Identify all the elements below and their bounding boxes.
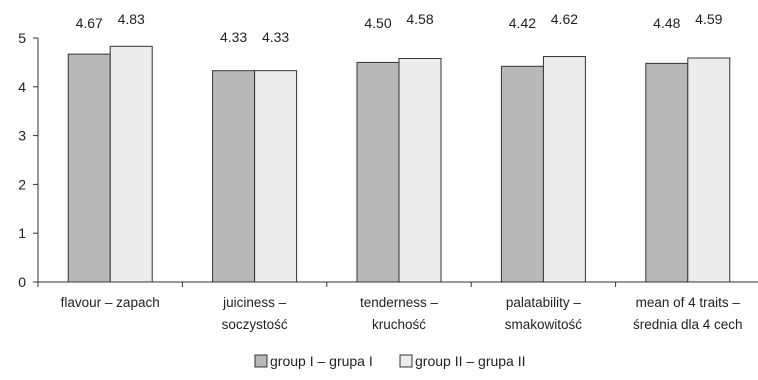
legend-label: group II – grupa II	[415, 353, 526, 369]
category-label: średnia dla 4 cech	[633, 317, 743, 332]
data-label: 4.67	[76, 15, 103, 31]
y-tick-label: 3	[18, 128, 26, 144]
category-label: juiciness –	[222, 295, 287, 310]
y-tick-label: 0	[18, 274, 26, 290]
bar-group-1	[645, 62, 689, 283]
y-tick-label: 5	[18, 30, 26, 46]
data-label: 4.83	[118, 11, 145, 27]
category-label: mean of 4 traits –	[636, 295, 741, 310]
bars	[67, 45, 731, 283]
bar-group-1	[356, 61, 400, 283]
data-label: 4.58	[406, 11, 433, 27]
bar-group-1	[500, 65, 544, 283]
legend: group I – grupa I group II – grupa II	[254, 353, 526, 369]
legend-swatch	[399, 354, 413, 368]
bar-group-2	[687, 57, 731, 283]
data-label: 4.33	[262, 29, 289, 45]
y-tick-label: 4	[18, 79, 26, 95]
bar-group-2	[398, 57, 442, 283]
y-tick-label: 1	[18, 225, 26, 241]
y-tick-label: 2	[18, 176, 26, 192]
category-labels: flavour – zapach juiciness – soczystość ten…	[61, 295, 743, 332]
bar-group-2	[109, 45, 153, 283]
bar-group-2	[542, 56, 586, 283]
bar-group-2	[254, 70, 298, 283]
data-label: 4.59	[695, 11, 722, 27]
axes: 0 1 2 3 4 5	[18, 30, 758, 290]
legend-label: group I – grupa I	[270, 353, 373, 369]
bar-group-1	[67, 53, 111, 283]
category-label: tenderness –	[360, 295, 439, 310]
bar-group-1	[212, 70, 256, 283]
data-label: 4.33	[220, 29, 247, 45]
category-label: flavour – zapach	[61, 295, 160, 310]
category-label: smakowitość	[505, 317, 583, 332]
data-label: 4.42	[509, 15, 536, 31]
data-label: 4.62	[551, 11, 578, 27]
data-labels: 4.67 4.83 4.33 4.33 4.50 4.58 4.42 4.62 4.48 4.59	[76, 11, 723, 45]
legend-swatch	[254, 354, 268, 368]
data-label: 4.50	[364, 15, 391, 31]
category-label: palatability –	[506, 295, 582, 310]
category-label: soczystość	[222, 317, 288, 332]
category-label: kruchość	[372, 317, 426, 332]
data-label: 4.48	[653, 15, 680, 31]
